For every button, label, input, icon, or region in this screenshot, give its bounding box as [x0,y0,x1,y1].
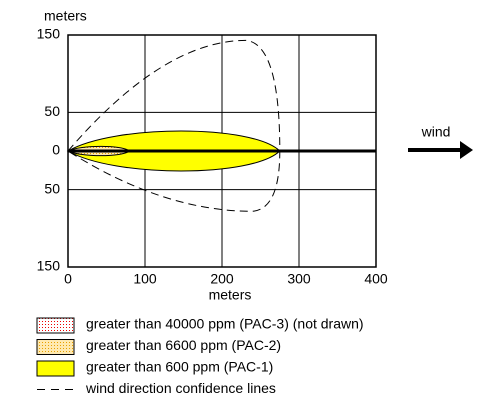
legend-swatch [36,317,75,334]
x-tick-label: 200 [210,271,234,287]
wind-label: wind [421,124,451,140]
legend-label: greater than 40000 ppm (PAC-3) (not draw… [86,316,364,332]
y-tick-label: 50 [44,103,60,119]
confidence-lines [67,39,281,212]
x-axis-label: meters [209,287,252,303]
x-tick-label: 300 [287,271,311,287]
legend-label: greater than 600 ppm (PAC-1) [86,359,273,375]
y-tick-label: 150 [37,26,61,42]
legend-label: wind direction confidence lines [85,380,276,396]
wind-arrowhead [460,141,473,159]
y-tick-label: 150 [37,258,61,274]
legend-label: greater than 6600 ppm (PAC-2) [86,337,281,353]
x-tick-label: 400 [364,271,388,287]
x-tick-label: 100 [133,271,157,287]
y-tick-label: 50 [44,180,60,196]
y-tick-label: 0 [52,142,60,158]
y-axis-label: meters [44,8,87,24]
x-tick-label: 0 [64,271,72,287]
legend-swatch [36,360,75,377]
legend-swatch [36,339,75,355]
